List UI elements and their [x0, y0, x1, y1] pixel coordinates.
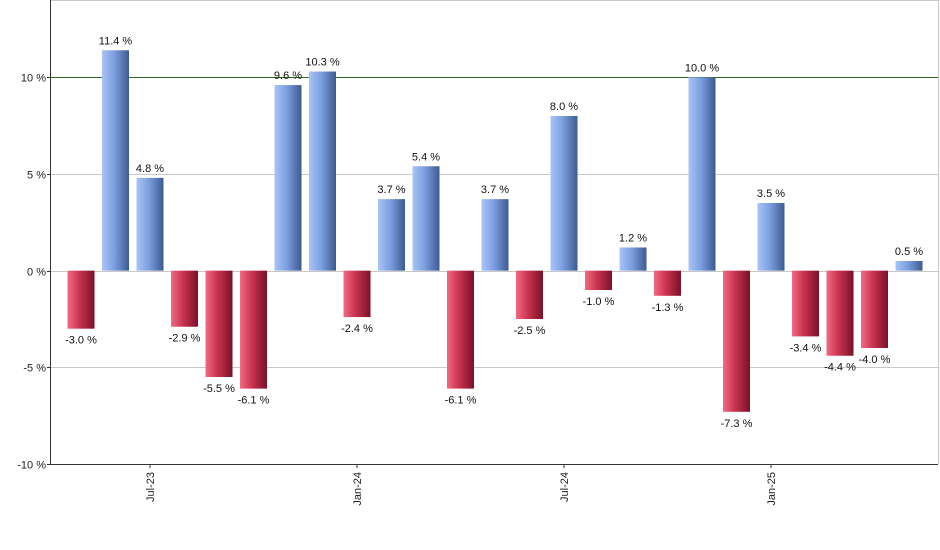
bar — [343, 270, 371, 318]
bar-value-label: -2.4 % — [341, 323, 373, 335]
bar — [67, 270, 95, 329]
bar-value-label: 3.7 % — [377, 184, 405, 196]
bar-value-label: 0.5 % — [895, 246, 923, 258]
x-tick-label: Jul-23 — [145, 472, 157, 502]
bar — [585, 270, 612, 290]
bar-value-label: 3.5 % — [757, 188, 785, 200]
bar — [688, 77, 716, 271]
y-tick-label: -10 % — [17, 460, 46, 472]
bar — [516, 270, 543, 319]
x-tick-label: Jan-25 — [766, 472, 778, 506]
bar-value-label: 9.6 % — [274, 70, 302, 82]
bar — [481, 199, 509, 271]
y-tick-label: 0 % — [27, 267, 46, 279]
bar — [309, 71, 336, 271]
bar-value-label: 10.3 % — [305, 57, 339, 69]
bar — [378, 199, 405, 271]
bar — [205, 270, 233, 377]
bar-value-label: -3.4 % — [790, 342, 822, 354]
bar-value-label: -6.1 % — [238, 395, 270, 407]
bar — [723, 270, 750, 412]
bar-value-label: -3.0 % — [65, 335, 97, 347]
bar — [447, 270, 474, 389]
bar — [792, 270, 819, 337]
bar-value-label: -5.5 % — [203, 383, 235, 395]
bar — [240, 270, 267, 389]
bar-value-label: 11.4 % — [99, 35, 133, 47]
bar — [826, 270, 854, 356]
bars — [67, 50, 923, 412]
bar — [619, 247, 647, 271]
bar — [136, 177, 164, 271]
x-tick-label: Jan-24 — [352, 472, 364, 506]
x-tick-label: Jul-24 — [559, 472, 571, 502]
bar-value-label: 10.0 % — [685, 62, 719, 74]
bar-value-label: -2.5 % — [514, 325, 546, 337]
data-labels: -3.0 %11.4 %4.8 %-2.9 %-5.5 %-6.1 %9.6 %… — [65, 35, 923, 430]
bar-value-label: -1.3 % — [652, 302, 684, 314]
bar — [895, 261, 923, 271]
bar-value-label: 5.4 % — [412, 151, 440, 163]
bar-value-label: -6.1 % — [445, 395, 477, 407]
y-tick-label: -5 % — [23, 363, 46, 375]
bar — [654, 270, 681, 296]
axes: -10 % -5 % 0 % 5 % 10 % Jul-23 Jan-24 Jul-24 Jan… — [17, 0, 778, 506]
bar-value-label: -7.3 % — [721, 418, 753, 430]
bar-value-label: -1.0 % — [583, 296, 615, 308]
bar-value-label: 3.7 % — [481, 184, 509, 196]
bar-value-label: -2.9 % — [169, 333, 201, 345]
bar — [102, 50, 129, 271]
y-tick-label: 5 % — [27, 170, 46, 182]
bar — [274, 85, 302, 271]
bar — [412, 166, 440, 271]
bar-value-label: 8.0 % — [550, 101, 578, 113]
bar-value-label: -4.4 % — [824, 362, 856, 374]
y-tick-label: 10 % — [21, 73, 46, 85]
bar-value-label: 1.2 % — [619, 232, 647, 244]
bar — [550, 116, 578, 271]
bar-value-label: 4.8 % — [136, 163, 164, 175]
bar — [171, 270, 198, 327]
bar — [861, 270, 888, 348]
bar-value-label: -4.0 % — [859, 354, 891, 366]
bar — [757, 203, 785, 271]
